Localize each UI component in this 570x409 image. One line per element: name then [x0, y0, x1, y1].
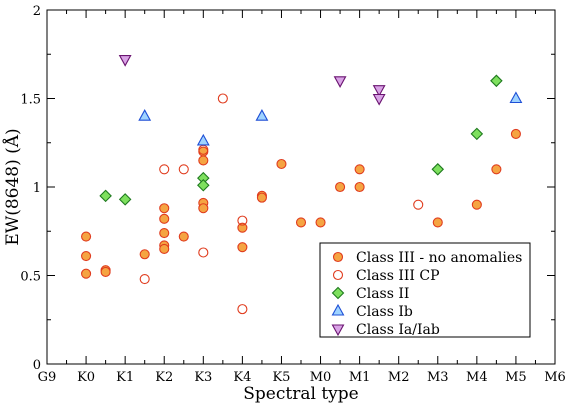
- x-tick-label: M5: [505, 370, 527, 385]
- data-point: [237, 242, 248, 253]
- legend-marker: [332, 251, 344, 263]
- data-point: [237, 222, 248, 233]
- y-tick-label: 0: [33, 358, 41, 373]
- data-point: [471, 199, 482, 210]
- data-point: [198, 247, 209, 258]
- data-point: [159, 203, 170, 214]
- data-point: [139, 273, 150, 285]
- x-tick-label: M6: [544, 370, 566, 385]
- data-point: [198, 203, 209, 214]
- legend-box: [319, 242, 531, 338]
- x-tick-label: G9: [38, 370, 57, 385]
- data-points: [81, 55, 523, 315]
- data-point: [99, 189, 112, 203]
- data-point: [81, 231, 92, 242]
- x-tick-label: M0: [310, 370, 332, 385]
- data-point: [81, 250, 92, 262]
- data-point: [237, 215, 248, 226]
- data-point: [118, 193, 132, 206]
- legend-marker: [331, 286, 345, 300]
- x-tick-label: K2: [155, 370, 173, 385]
- data-point: [372, 93, 386, 106]
- y-axis-title: EW(8648) (Å): [2, 128, 23, 245]
- data-point: [413, 199, 424, 210]
- data-point: [159, 213, 170, 224]
- data-point: [139, 249, 150, 260]
- x-tick-label: K1: [116, 370, 134, 385]
- data-point: [470, 127, 484, 141]
- data-point: [217, 93, 228, 104]
- data-point: [354, 164, 365, 175]
- data-point: [255, 109, 269, 121]
- data-point: [81, 268, 92, 279]
- legend: Class III - no anomalies Class III CP Clas…: [319, 242, 531, 338]
- data-point: [333, 76, 347, 88]
- data-point: [159, 164, 170, 175]
- data-point: [118, 55, 132, 67]
- legend-marker: [331, 303, 345, 316]
- data-point: [159, 243, 170, 254]
- data-point: [354, 181, 365, 193]
- data-point: [196, 133, 210, 146]
- legend-marker: [332, 269, 344, 281]
- data-point: [178, 164, 189, 175]
- data-point: [431, 163, 445, 176]
- x-tick-label: M3: [427, 370, 449, 385]
- x-tick-label: K4: [233, 370, 251, 385]
- y-tick-label: 1.5: [20, 93, 41, 108]
- legend-marker: [331, 324, 345, 337]
- data-point: [510, 128, 521, 139]
- data-point: [100, 266, 111, 278]
- data-point: [276, 158, 287, 170]
- data-point: [372, 85, 386, 97]
- y-tick-labels: 0 0.5 1 1.5 2: [20, 4, 41, 373]
- x-tick-label: K5: [272, 370, 290, 385]
- data-point: [295, 217, 307, 228]
- data-point: [315, 217, 326, 228]
- legend-label: Class III - no anomalies: [356, 250, 522, 266]
- y-tick-label: 2: [33, 4, 41, 19]
- x-tick-labels: G9 K0 K1 K2 K3 K4 K5 M0 M1 M2 M3 M4 M5 M6: [38, 370, 566, 385]
- data-point: [335, 181, 346, 193]
- y-tick-label: 1: [33, 181, 41, 196]
- x-tick-label: M1: [349, 370, 371, 385]
- legend-label: Class Ib: [356, 304, 413, 320]
- y-tick-label: 0.5: [20, 270, 41, 285]
- data-point: [198, 155, 209, 166]
- data-point: [138, 109, 152, 121]
- data-point: [491, 164, 502, 175]
- x-tick-label: M2: [388, 370, 410, 385]
- data-point: [197, 178, 210, 192]
- data-point: [490, 74, 503, 88]
- x-axis-title: Spectral type: [243, 384, 358, 404]
- legend-label: Class II: [356, 286, 409, 302]
- x-tick-label: K3: [194, 370, 212, 385]
- x-tick-label: M4: [466, 370, 488, 385]
- axis-ticks: [46, 9, 556, 365]
- x-tick-label: K0: [77, 370, 95, 385]
- legend-label: Class III CP: [356, 268, 440, 284]
- data-point: [509, 91, 523, 104]
- data-point: [256, 192, 267, 203]
- data-point: [432, 217, 443, 228]
- data-point: [159, 227, 170, 239]
- legend-label: Class Ia/Iab: [356, 322, 440, 338]
- data-point: [237, 304, 248, 315]
- data-point: [178, 231, 189, 242]
